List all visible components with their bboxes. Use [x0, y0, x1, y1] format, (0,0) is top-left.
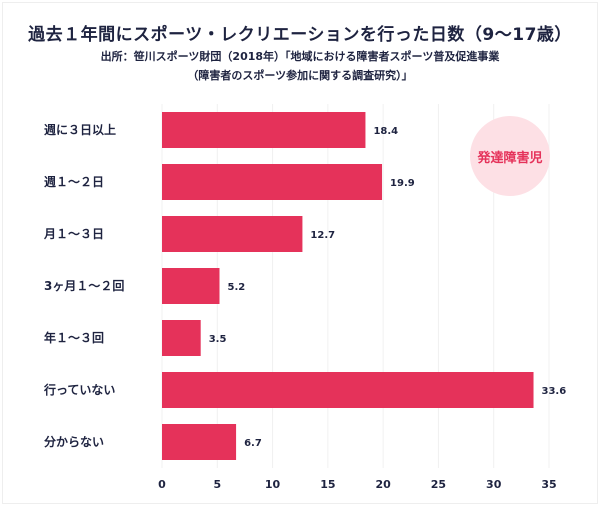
category-label: 3ヶ月１～２回: [44, 279, 124, 293]
x-tick-label: 0: [158, 478, 166, 491]
bar: [162, 320, 201, 356]
x-tick-label: 10: [265, 478, 281, 491]
chart-source-line2: （障害者のスポーツ参加に関する調査研究）」: [187, 69, 413, 82]
category-label: 分からない: [44, 434, 104, 449]
bar: [162, 164, 383, 200]
value-label: 6.7: [244, 438, 262, 449]
x-tick-label: 5: [213, 478, 221, 491]
bar: [162, 424, 237, 460]
value-label: 19.9: [390, 178, 415, 189]
category-label: 年１～３回: [44, 330, 104, 345]
bar: [162, 372, 534, 408]
annotation-badge: 発達障害児: [470, 116, 550, 196]
value-label: 12.7: [310, 230, 335, 241]
value-label: 5.2: [227, 282, 245, 293]
bar: [162, 112, 366, 148]
x-tick-label: 25: [431, 478, 446, 491]
chart-source-line1: 出所：笹川スポーツ財団（2018年）「地域における障害者スポーツ普及促進事業: [100, 50, 500, 63]
x-tick-label: 15: [320, 478, 335, 491]
category-label: 週に３日以上: [44, 122, 116, 137]
x-tick-label: 35: [541, 478, 556, 491]
category-label: 行っていない: [43, 382, 115, 397]
category-label: 月１～３日: [43, 227, 104, 241]
bar: [162, 268, 220, 304]
value-label: 18.4: [373, 126, 398, 137]
x-tick-label: 30: [486, 478, 502, 491]
value-label: 3.5: [209, 334, 227, 345]
value-label: 33.6: [542, 386, 567, 397]
chart-title: 過去１年間にスポーツ・レクリエーションを行った日数（9～17歳）: [28, 25, 572, 45]
category-label: 週１～２日: [44, 174, 104, 189]
bar: [162, 216, 303, 252]
x-tick-label: 20: [375, 478, 391, 491]
